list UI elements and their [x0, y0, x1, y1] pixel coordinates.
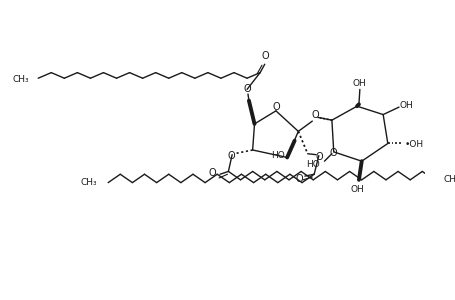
Text: OH: OH: [349, 185, 363, 194]
Text: O: O: [329, 148, 336, 158]
Text: HO: HO: [270, 151, 284, 160]
Text: O: O: [208, 168, 216, 178]
Text: O: O: [272, 102, 279, 112]
Text: O: O: [261, 51, 269, 61]
Text: O: O: [311, 110, 318, 120]
Text: CH₃: CH₃: [443, 175, 455, 184]
Text: O: O: [243, 84, 250, 94]
Text: •OH: •OH: [404, 140, 423, 149]
Text: O: O: [227, 151, 234, 160]
Text: OH: OH: [399, 101, 412, 110]
Text: HO: HO: [306, 160, 319, 169]
Text: CH₃: CH₃: [80, 178, 97, 187]
Text: O: O: [314, 152, 322, 161]
Text: OH: OH: [352, 79, 366, 88]
Text: O: O: [295, 174, 303, 184]
Text: CH₃: CH₃: [12, 75, 29, 84]
